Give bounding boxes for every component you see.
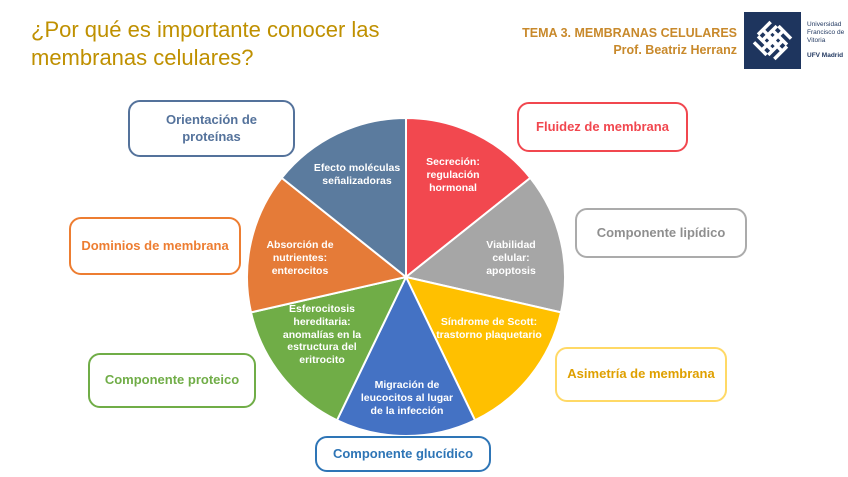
campus-name: UFV Madrid bbox=[807, 52, 844, 60]
pie-slice bbox=[405, 176, 566, 314]
university-logo: Universidad Francisco de Vitoria UFV Mad… bbox=[744, 12, 844, 69]
callout-asimetria-de-membrana: Asimetría de membrana bbox=[555, 347, 727, 402]
callout-orientacion-de-proteinas: Orientación de proteínas bbox=[128, 100, 295, 157]
pie-slice bbox=[246, 176, 407, 314]
pie-slice bbox=[405, 117, 532, 278]
pie-slice bbox=[405, 276, 563, 422]
callout-componente-lipidico: Componente lipídico bbox=[575, 208, 747, 258]
course-header: TEMA 3. MEMBRANAS CELULARES Prof. Beatri… bbox=[522, 25, 737, 59]
course-title: TEMA 3. MEMBRANAS CELULARES bbox=[522, 26, 737, 40]
university-name: Universidad Francisco de Vitoria UFV Mad… bbox=[807, 21, 845, 60]
callout-componente-proteico: Componente proteico bbox=[88, 353, 256, 408]
pie-slice bbox=[249, 276, 407, 422]
callout-fluidez-de-membrana: Fluidez de membrana bbox=[517, 102, 688, 152]
page-title: ¿Por qué es importante conocer las membr… bbox=[31, 17, 380, 71]
callout-dominios-de-membrana: Dominios de membrana bbox=[69, 217, 241, 275]
pie-slice bbox=[336, 276, 476, 437]
professor-name: Prof. Beatriz Herranz bbox=[613, 43, 737, 57]
pie-slice bbox=[280, 117, 407, 278]
callout-componente-glucidico: Componente glucídico bbox=[315, 436, 491, 472]
pie-chart bbox=[246, 117, 566, 437]
ufv-logo-icon bbox=[744, 12, 801, 69]
